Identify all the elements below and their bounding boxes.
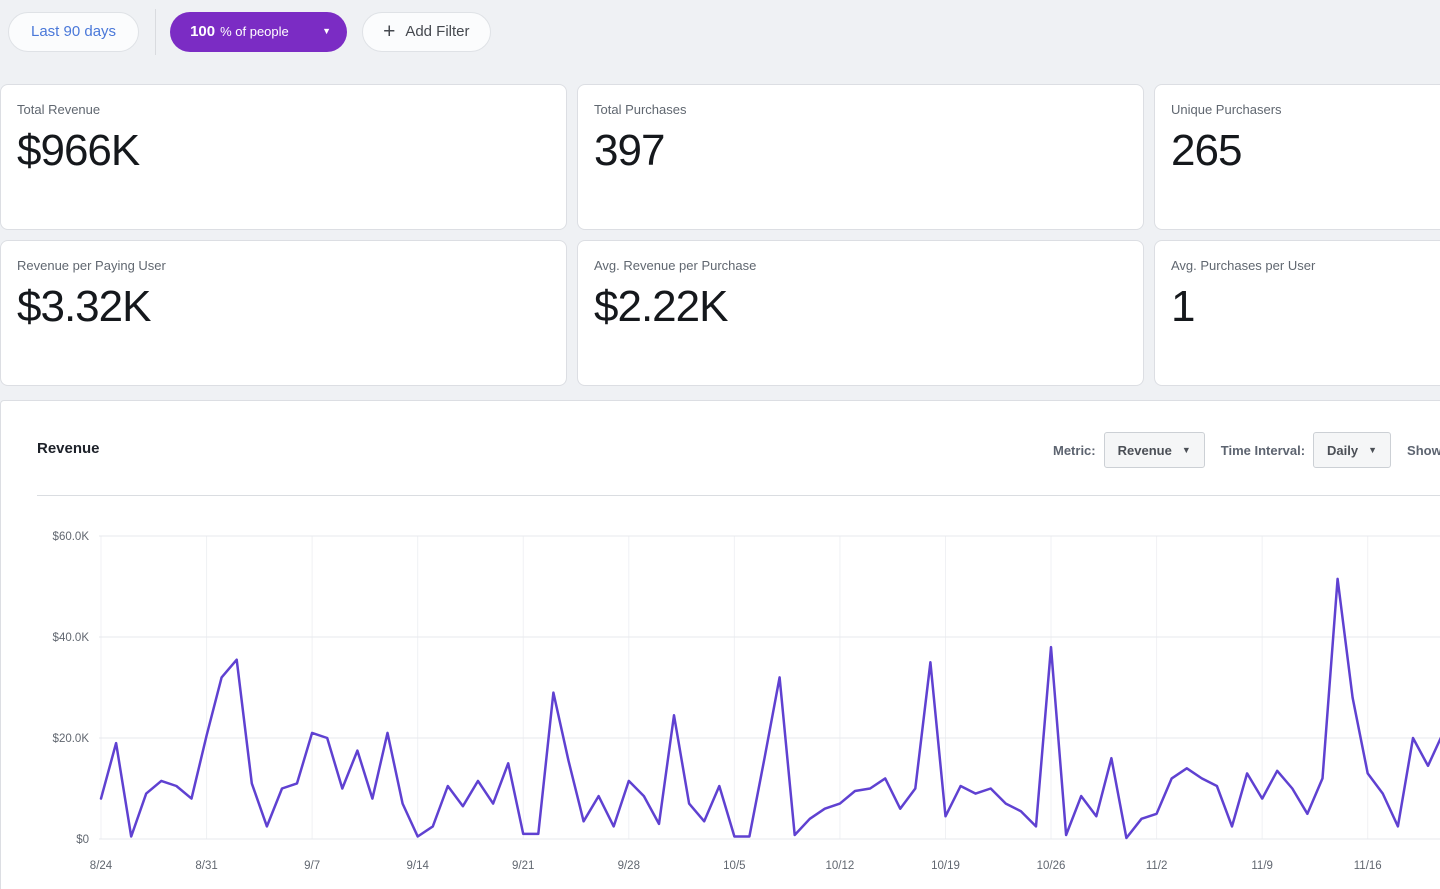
add-filter-button[interactable]: + Add Filter bbox=[362, 11, 491, 52]
date-range-label: Last 90 days bbox=[31, 23, 117, 40]
x-tick-label: 9/14 bbox=[406, 860, 429, 872]
x-tick-label: 10/19 bbox=[931, 860, 960, 872]
toolbar-divider bbox=[155, 8, 157, 55]
chevron-down-icon: ▼ bbox=[322, 26, 332, 36]
card-value: $3.32K bbox=[17, 282, 151, 331]
chevron-down-icon: ▼ bbox=[1368, 444, 1378, 455]
revenue-chart-panel: Revenue Metric: Revenue ▼ Time Interval:… bbox=[0, 400, 1440, 889]
card-label: Avg. Purchases per User bbox=[1171, 258, 1316, 273]
chart-title: Revenue bbox=[37, 440, 100, 457]
y-tick-label: $40.0K bbox=[53, 632, 90, 644]
card-value: $966K bbox=[17, 126, 140, 175]
card-total-purchases: Total Purchases 397 bbox=[577, 84, 1144, 230]
percent-of-people-dropdown[interactable]: 100 % of people ▼ bbox=[170, 11, 348, 52]
plus-icon: + bbox=[383, 20, 396, 43]
y-tick-label: $60.0K bbox=[53, 531, 90, 543]
x-tick-label: 11/2 bbox=[1146, 860, 1168, 872]
x-tick-label: 8/24 bbox=[90, 860, 113, 872]
card-avg-purchases-per-user: Avg. Purchases per User 1 bbox=[1154, 240, 1440, 386]
x-tick-label: 9/21 bbox=[512, 860, 534, 872]
time-interval-dropdown[interactable]: Daily ▼ bbox=[1313, 432, 1392, 468]
card-value: $2.22K bbox=[594, 282, 728, 331]
x-tick-label: 9/28 bbox=[618, 860, 640, 872]
date-range-button[interactable]: Last 90 days bbox=[8, 11, 140, 52]
chevron-down-icon: ▼ bbox=[1181, 444, 1191, 455]
card-revenue-per-paying-user: Revenue per Paying User $3.32K bbox=[0, 240, 567, 386]
x-tick-label: 10/26 bbox=[1037, 860, 1066, 872]
card-value: 265 bbox=[1171, 126, 1242, 175]
percent-suffix: % of people bbox=[220, 24, 289, 39]
card-label: Unique Purchasers bbox=[1171, 102, 1282, 117]
revenue-line-chart: 8/24 8/31 9/7 9/14 9/21 9/28 10/5 10/12 10/19 10/… bbox=[53, 531, 1440, 872]
card-value: 1 bbox=[1171, 282, 1195, 331]
metric-value: Revenue bbox=[1117, 442, 1172, 458]
add-filter-label: Add Filter bbox=[405, 23, 470, 40]
header-divider bbox=[37, 495, 1440, 496]
card-value: 397 bbox=[594, 126, 665, 175]
y-tick-label: $20.0K bbox=[53, 733, 90, 745]
revenue-line bbox=[99, 577, 1440, 840]
card-label: Revenue per Paying User bbox=[17, 258, 166, 273]
x-tick-label: 10/12 bbox=[826, 860, 855, 872]
time-interval-label: Time Interval: bbox=[1220, 442, 1306, 458]
card-unique-purchasers: Unique Purchasers 265 bbox=[1154, 84, 1440, 230]
card-avg-revenue-per-purchase: Avg. Revenue per Purchase $2.22K bbox=[577, 240, 1144, 386]
show-label: Show bbox=[1407, 442, 1440, 458]
chart-controls: Metric: Revenue ▼ Time Interval: Daily ▼… bbox=[1053, 432, 1440, 468]
x-tick-label: 8/31 bbox=[195, 860, 217, 872]
x-tick-label: 9/7 bbox=[304, 860, 320, 872]
y-tick-label: $0 bbox=[76, 834, 89, 846]
percent-value: 100 bbox=[190, 23, 216, 40]
metric-dropdown[interactable]: Revenue ▼ bbox=[1103, 432, 1205, 468]
kpi-card-grid: Total Revenue $966K Total Purchases 397 … bbox=[0, 84, 1440, 386]
time-interval-value: Daily bbox=[1327, 442, 1359, 458]
card-label: Avg. Revenue per Purchase bbox=[594, 258, 757, 273]
x-tick-label: 11/16 bbox=[1354, 860, 1382, 872]
card-label: Total Revenue bbox=[17, 102, 101, 117]
card-label: Total Purchases bbox=[594, 102, 687, 117]
toolbar: Last 90 days 100 % of people ▼ + Add Fil… bbox=[0, 0, 1440, 55]
metric-label: Metric: bbox=[1053, 442, 1096, 458]
card-total-revenue: Total Revenue $966K bbox=[0, 84, 567, 230]
x-tick-label: 11/9 bbox=[1251, 860, 1273, 872]
x-tick-label: 10/5 bbox=[723, 860, 745, 872]
